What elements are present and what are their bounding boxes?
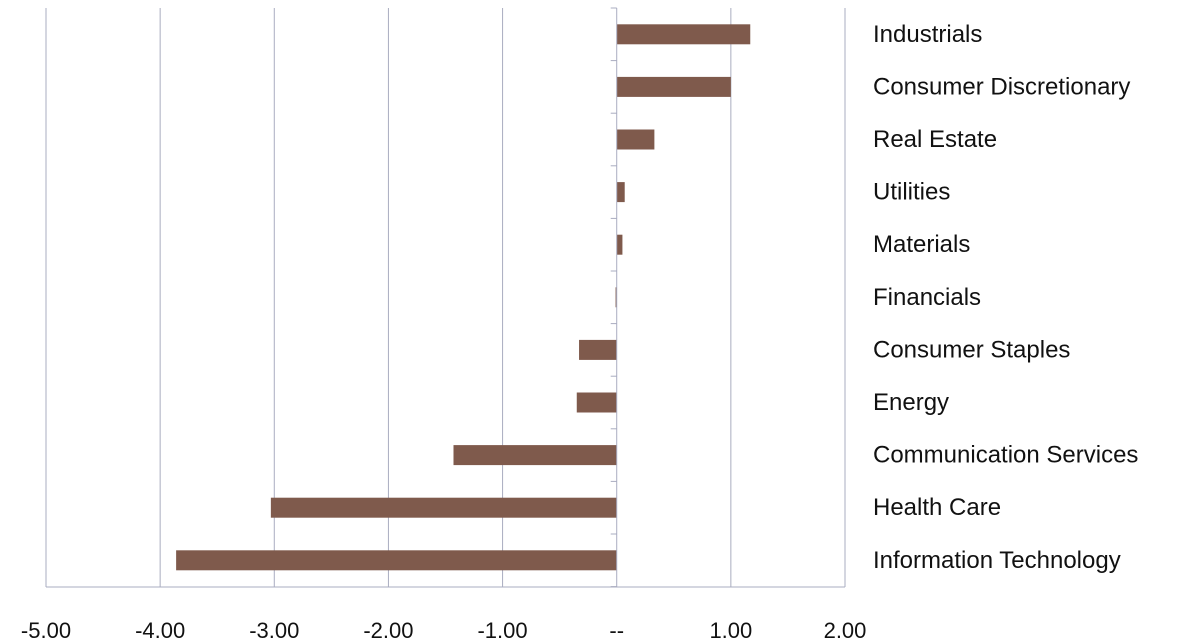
x-tick-label-3: -2.00 [363,618,413,643]
category-label-3: Utilities [873,179,950,206]
category-label-1: Consumer Discretionary [873,73,1130,100]
category-label-8: Communication Services [873,442,1138,469]
category-label-0: Industrials [873,21,982,48]
bar-2 [616,129,655,150]
category-label-7: Energy [873,389,949,416]
x-tick-label-7: 2.00 [824,618,867,643]
x-tick-label-1: -4.00 [135,618,185,643]
gridlines [45,8,846,587]
x-tick-label-4: -1.00 [477,618,527,643]
bars [176,24,751,571]
category-labels: Industrials Consumer Discretionary Real Es… [873,21,1138,574]
x-tick-label-5: -- [609,618,624,643]
bar-6 [579,339,617,360]
category-label-5: Financials [873,284,981,311]
bar-4 [616,234,623,255]
bar-8 [453,445,617,466]
bar-3 [616,182,625,203]
bar-10 [176,550,617,571]
axes [46,7,845,588]
category-label-10: Information Technology [873,547,1121,574]
category-label-2: Real Estate [873,126,997,153]
category-label-6: Consumer Staples [873,336,1070,363]
category-label-9: Health Care [873,494,1001,521]
bar-0 [616,24,751,45]
bar-7 [576,392,617,413]
x-tick-label-2: -3.00 [249,618,299,643]
x-tick-labels: -5.00 -4.00 -3.00 -2.00 -1.00 -- 1.00 2.00 [21,618,866,643]
category-label-4: Materials [873,231,970,258]
x-tick-label-6: 1.00 [709,618,752,643]
bar-9 [270,497,617,518]
bar-5 [615,287,617,308]
x-tick-label-0: -5.00 [21,618,71,643]
bar-1 [616,76,731,97]
